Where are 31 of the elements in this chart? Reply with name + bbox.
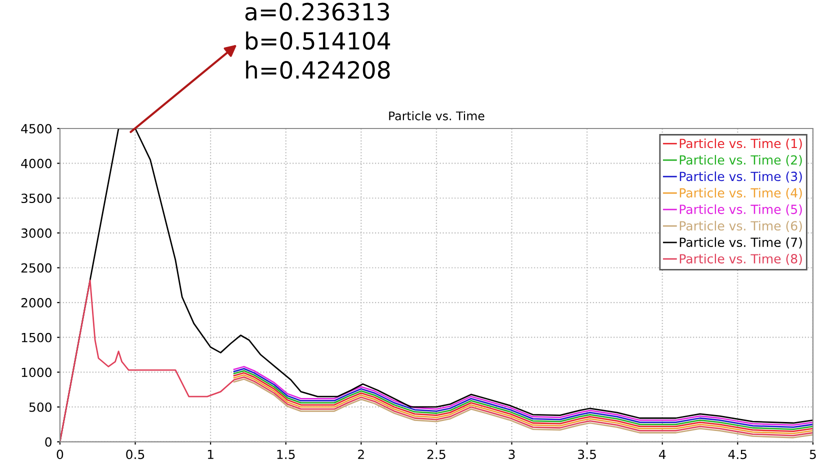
y-tick-label: 1000 (22, 368, 52, 378)
y-tick-label: 4000 (21, 158, 52, 168)
y-tick-label: 2500 (21, 263, 52, 273)
y-tick-label: 3000 (21, 228, 52, 238)
legend-label: Particle vs. Time (3) (680, 171, 802, 183)
legend-label: Particle vs. Time (2) (680, 154, 802, 166)
x-tick-label: 4.5 (728, 450, 746, 460)
y-tick-label: 2000 (21, 298, 52, 308)
legend-label: Particle vs. Time (5) (680, 204, 802, 216)
x-tick-label: 0 (56, 450, 64, 460)
y-tick-label: 1500 (22, 332, 52, 342)
y-tick-label: 4500 (21, 124, 52, 134)
y-tick-label: 500 (29, 402, 52, 412)
legend-label: Particle vs. Time (4) (680, 188, 802, 200)
x-tick-label: 5 (810, 450, 816, 460)
legend-label: Particle vs. Time (8) (680, 254, 802, 265)
annotation: a=0.236313 b=0.514104 h=0.424208 (245, 2, 390, 79)
y-tick-label: 0 (45, 437, 52, 447)
x-tick-label: 1.5 (277, 450, 295, 460)
y-tick-label: 3500 (21, 194, 52, 204)
x-tick-label: 2.5 (427, 450, 446, 460)
x-tick-label: 3 (508, 450, 515, 460)
legend-label: Particle vs. Time (7) (680, 237, 802, 248)
chart-title: Particle vs. Time (389, 111, 484, 120)
legend-label: Particle vs. Time (6) (680, 220, 802, 232)
x-tick-label: 1 (208, 450, 214, 459)
x-tick-label: 4 (658, 450, 666, 459)
x-tick-label: 2 (358, 450, 364, 459)
legend-label: Particle vs. Time (1) (680, 138, 802, 150)
x-tick-label: 3.5 (578, 450, 596, 460)
x-tick-label: 0.5 (126, 450, 144, 460)
